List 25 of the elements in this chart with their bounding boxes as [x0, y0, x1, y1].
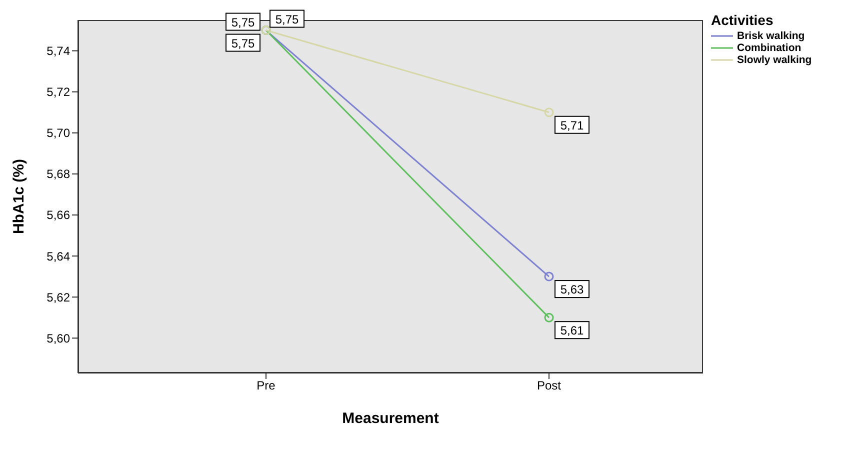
y-tick-label: 5,70 [46, 126, 70, 140]
y-tick-label: 5,60 [46, 331, 70, 346]
point [544, 312, 554, 322]
x-tick-label: Pre [256, 378, 276, 393]
point [544, 108, 554, 118]
legend-label: Brisk walking [737, 30, 805, 42]
x-tick-label: Post [536, 378, 562, 393]
data-label: 5,75 [231, 15, 255, 30]
data-label: 5,75 [231, 36, 255, 50]
data-label: 5,63 [560, 282, 584, 297]
data-label: 5,71 [560, 118, 584, 132]
y-tick-label: 5,68 [46, 167, 70, 182]
data-label: 5,61 [560, 324, 584, 338]
y-tick-label: 5,66 [46, 208, 70, 222]
y-tick-label: 5,64 [46, 249, 70, 264]
legend-label: Combination [737, 42, 802, 54]
y-tick-label: 5,74 [46, 44, 70, 58]
legend-label: Slowly walking [737, 54, 812, 66]
legend-title: Activities [711, 12, 774, 28]
data-label: 5,75 [275, 12, 299, 26]
y-axis-title: HbA1c (%) [10, 158, 28, 234]
point [544, 272, 554, 282]
y-tick-label: 5,72 [46, 85, 70, 100]
x-axis-title: Measurement [342, 410, 439, 427]
y-tick-label: 5,62 [46, 290, 70, 304]
